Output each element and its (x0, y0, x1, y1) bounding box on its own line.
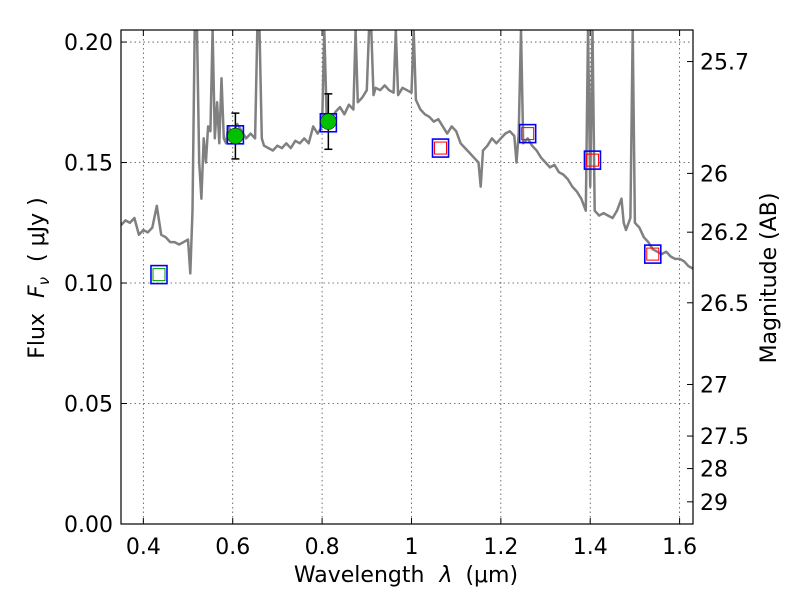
x-tick-label: 1.2 (483, 535, 518, 560)
x-tick-label: 1 (404, 535, 418, 560)
model-square (518, 123, 537, 144)
x-axis-ticks: 0.4 0.6 0.8 1 1.2 1.4 1.6 (126, 30, 697, 560)
y2-tick-label: 29 (700, 491, 728, 516)
y2-tick-label: 27.5 (700, 425, 749, 450)
inner-square (521, 127, 535, 141)
y2-tick-label: 27 (700, 373, 728, 398)
y-tick-label: 0.10 (64, 272, 113, 297)
x-axis-title: Wavelength λ (μm) (294, 563, 518, 588)
y2-axis-ticks: 25.7 26 26.2 26.5 27 27.5 28 29 (687, 51, 749, 516)
plot-frame (120, 29, 694, 525)
y-tick-label: 0.00 (64, 513, 113, 538)
y-tick-label: 0.05 (64, 393, 113, 418)
model-square (643, 244, 662, 264)
spectrum-layer (121, 30, 693, 275)
y2-tick-label: 25.7 (700, 51, 749, 76)
inner-square (646, 247, 660, 261)
inner-square (152, 268, 166, 282)
x-tick-label: 0.8 (305, 535, 340, 560)
x-tick-label: 1.4 (573, 535, 608, 560)
spectrum-line (121, 30, 693, 275)
model-square (150, 264, 168, 285)
inner-square (434, 141, 448, 155)
x-tick-label: 0.4 (126, 535, 161, 560)
y2-tick-label: 26 (700, 162, 728, 187)
y-tick-label: 0.20 (64, 31, 113, 56)
data-markers (150, 93, 662, 285)
y-axis-title: Flux Fν ( μJy ) (25, 197, 55, 358)
model-square (583, 150, 602, 170)
y2-axis-title: Magnitude (AB) (757, 193, 782, 364)
y-tick-label: 0.15 (64, 152, 113, 177)
observed-point (227, 127, 244, 145)
observed-point (320, 113, 337, 130)
x-tick-label: 1.6 (662, 535, 697, 560)
y2-tick-label: 26.5 (700, 292, 749, 317)
y2-tick-label: 26.2 (700, 221, 749, 246)
inner-square (585, 153, 599, 167)
model-square (431, 138, 450, 158)
y2-tick-label: 28 (700, 458, 728, 483)
x-tick-label: 0.6 (215, 535, 250, 560)
y-axis-ticks: 0.00 0.05 0.10 0.15 0.20 (64, 31, 127, 538)
grid-lines (121, 30, 693, 525)
